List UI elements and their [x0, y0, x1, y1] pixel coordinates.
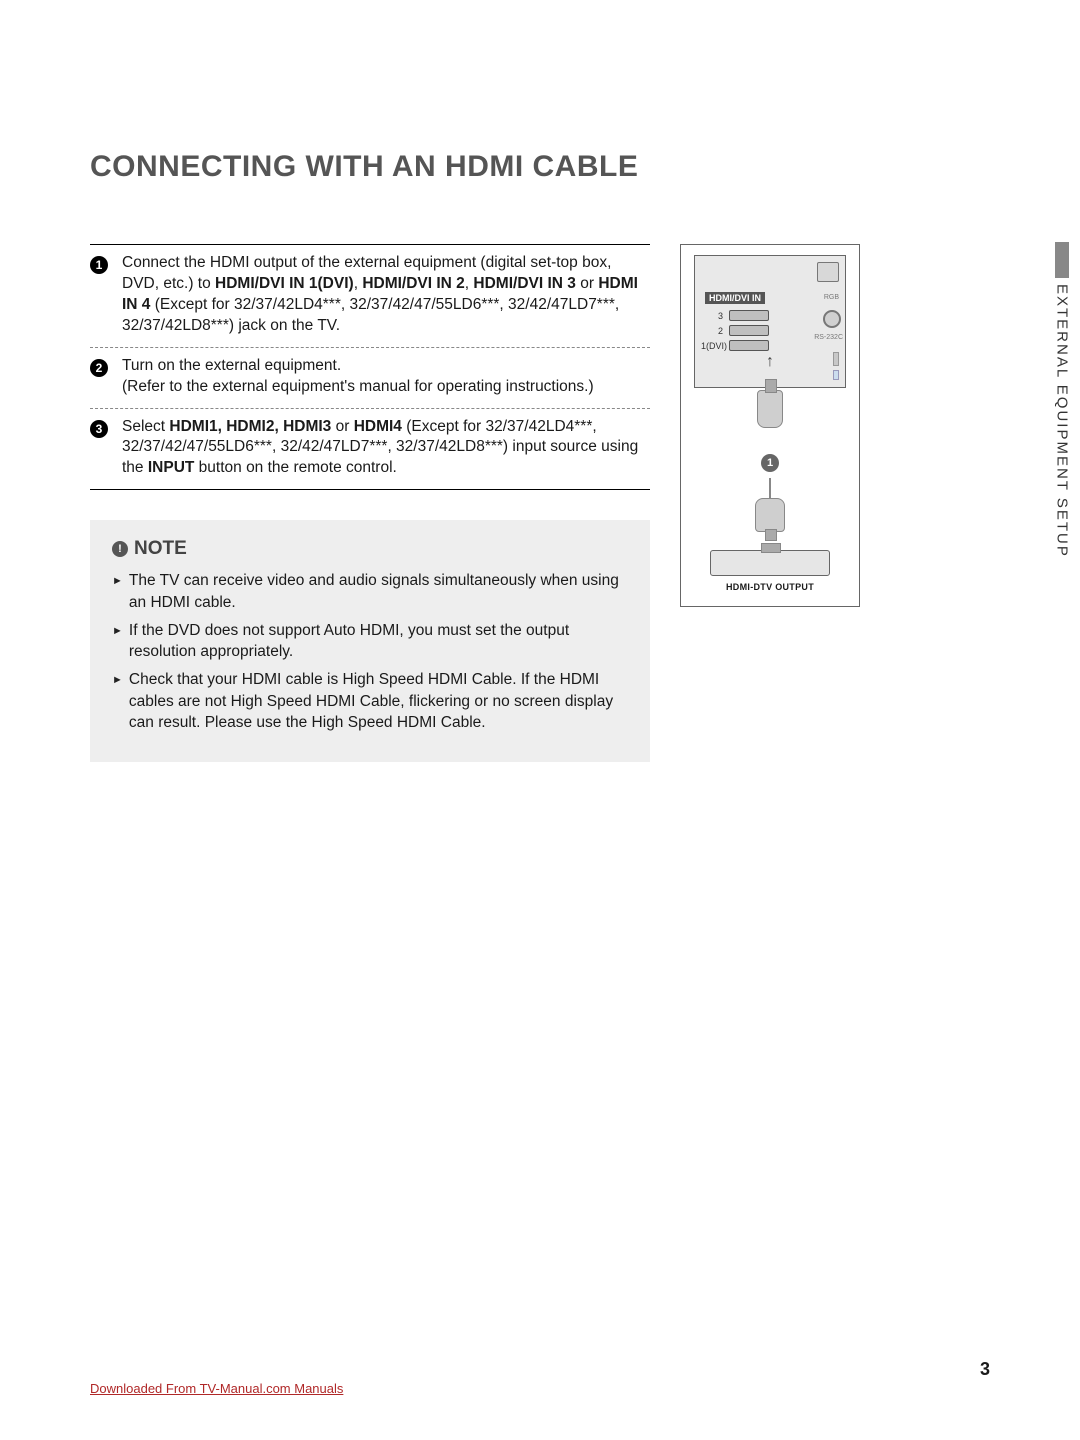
page-title: CONNECTING WITH AN HDMI CABLE [90, 150, 990, 184]
step-text: Select HDMI1, HDMI2, HDMI3 or HDMI4 (Exc… [122, 417, 650, 480]
tv-port-panel: HDMI/DVI IN RGB RS-232C 321(DVI) ↑ [694, 255, 846, 388]
hdmi-port-row: 3 [701, 310, 839, 321]
hdmi-port-row: 1(DVI) [701, 340, 839, 351]
note-box: ! NOTE The TV can receive video and audi… [90, 520, 650, 762]
note-item: Check that your HDMI cable is High Speed… [112, 669, 628, 734]
step: 1 Connect the HDMI output of the external… [90, 245, 650, 347]
step-number-badge: 1 [90, 256, 108, 274]
hdmi-port-icon [729, 340, 769, 351]
mini-port-icon [833, 352, 839, 366]
arrow-up-icon: ↑ [701, 353, 839, 371]
rs232-label: RS-232C [814, 334, 843, 341]
section-side-tab: EXTERNAL EQUIPMENT SETUP [1044, 242, 1080, 558]
device-label: HDMI-DTV OUTPUT [726, 582, 814, 592]
step-text: Turn on the external equipment.(Refer to… [122, 356, 650, 398]
note-list: The TV can receive video and audio signa… [112, 570, 628, 734]
note-title-text: NOTE [134, 538, 187, 560]
connection-diagram: HDMI/DVI IN RGB RS-232C 321(DVI) ↑ 1 HDM… [680, 244, 860, 607]
note-icon: ! [112, 541, 128, 557]
page-number: 3 [980, 1359, 990, 1380]
hdmi-port-icon [729, 325, 769, 336]
hdmi-plug-top-icon [757, 390, 783, 428]
rgb-port-icon [823, 310, 841, 328]
external-device-icon [710, 550, 830, 576]
step: 2 Turn on the external equipment.(Refer t… [90, 347, 650, 408]
step-text: Connect the HDMI output of the external … [122, 253, 650, 337]
rgb-label: RGB [824, 294, 839, 301]
mini-port2-icon [833, 370, 839, 380]
note-item: If the DVD does not support Auto HDMI, y… [112, 620, 628, 663]
diagram-callout: 1 [761, 454, 779, 472]
step: 3 Select HDMI1, HDMI2, HDMI3 or HDMI4 (Ex… [90, 408, 650, 490]
step-number-badge: 2 [90, 359, 108, 377]
footer-source-link[interactable]: Downloaded From TV-Manual.com Manuals [90, 1381, 343, 1396]
note-item: The TV can receive video and audio signa… [112, 570, 628, 613]
hdmi-port-icon [729, 310, 769, 321]
panel-label: HDMI/DVI IN [705, 292, 765, 304]
steps-list: 1 Connect the HDMI output of the external… [90, 244, 650, 490]
cable-line [769, 478, 771, 498]
hdmi-plug-bottom-icon [755, 498, 785, 532]
step-number-badge: 3 [90, 420, 108, 438]
panel-decor [817, 262, 839, 282]
